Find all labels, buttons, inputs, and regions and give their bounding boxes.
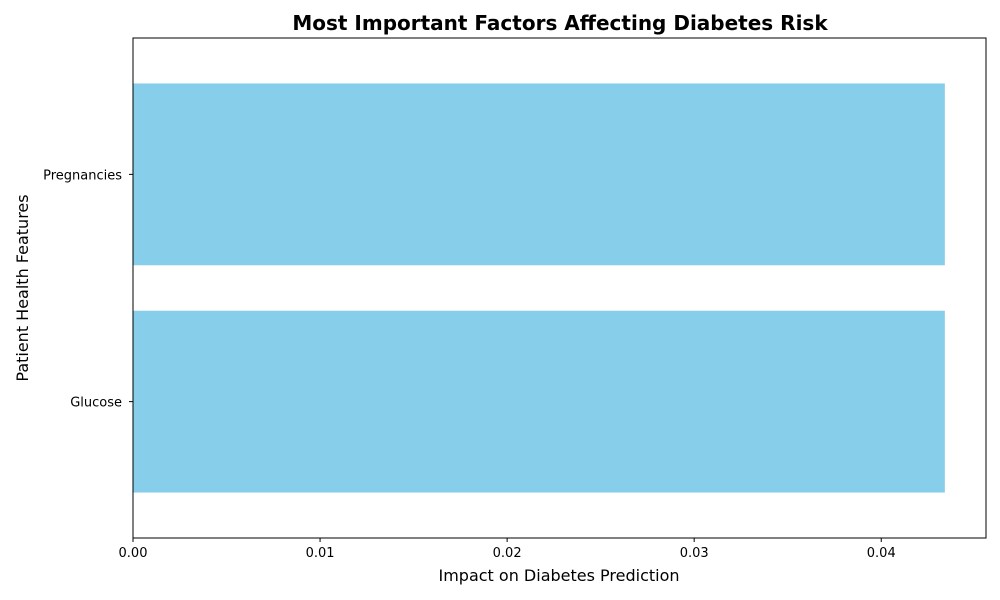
x-axis-label: Impact on Diabetes Prediction (438, 566, 679, 585)
x-tick-label: 0.03 (680, 546, 709, 561)
bars-group (133, 83, 945, 493)
chart-title: Most Important Factors Affecting Diabete… (292, 11, 828, 35)
plot-frame (132, 37, 987, 539)
y-tick-label: Pregnancies (43, 168, 122, 183)
x-tick-label: 0.04 (867, 546, 896, 561)
bar-glucose (133, 310, 945, 493)
x-tick-label: 0.02 (493, 546, 522, 561)
y-axis-ticks: Glucose Pregnancies (43, 168, 133, 411)
x-axis-ticks: 0.00 0.01 0.02 0.03 0.04 (119, 538, 896, 561)
bar-pregnancies (133, 83, 945, 266)
y-tick-label: Glucose (70, 396, 122, 411)
y-axis-label: Patient Health Features (13, 194, 32, 381)
x-tick-label: 0.01 (306, 546, 335, 561)
x-tick-label: 0.00 (119, 546, 148, 561)
